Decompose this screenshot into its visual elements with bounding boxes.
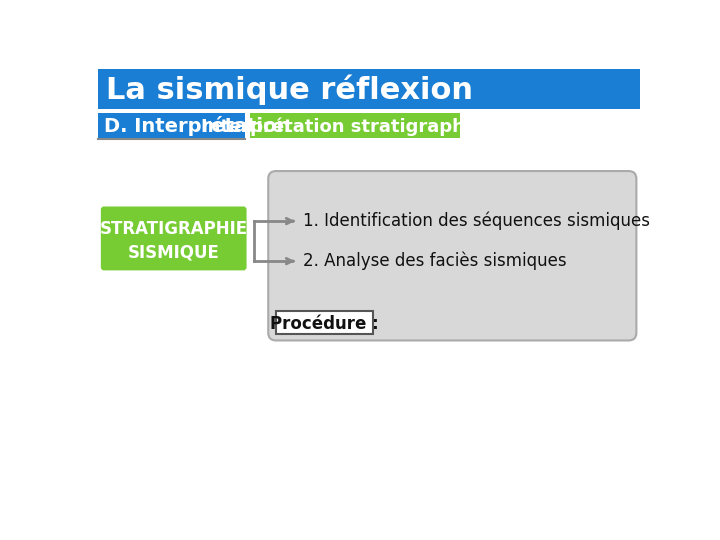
Text: D. Interprétation: D. Interprétation [104,117,290,137]
FancyBboxPatch shape [269,171,636,340]
FancyBboxPatch shape [276,311,373,334]
Text: Interprétation stratigraphique: Interprétation stratigraphique [201,117,509,136]
FancyBboxPatch shape [98,113,245,138]
Text: Procédure :: Procédure : [270,314,379,333]
Text: 2. Analyse des faciès sismiques: 2. Analyse des faciès sismiques [303,252,567,271]
Text: STRATIGRAPHIE
SISMIQUE: STRATIGRAPHIE SISMIQUE [99,220,248,261]
Text: 1. Identification des séquences sismiques: 1. Identification des séquences sismique… [303,212,650,231]
Text: La sismique réflexion: La sismique réflexion [106,75,472,105]
FancyBboxPatch shape [251,113,459,138]
FancyBboxPatch shape [98,69,640,109]
FancyBboxPatch shape [101,206,246,271]
